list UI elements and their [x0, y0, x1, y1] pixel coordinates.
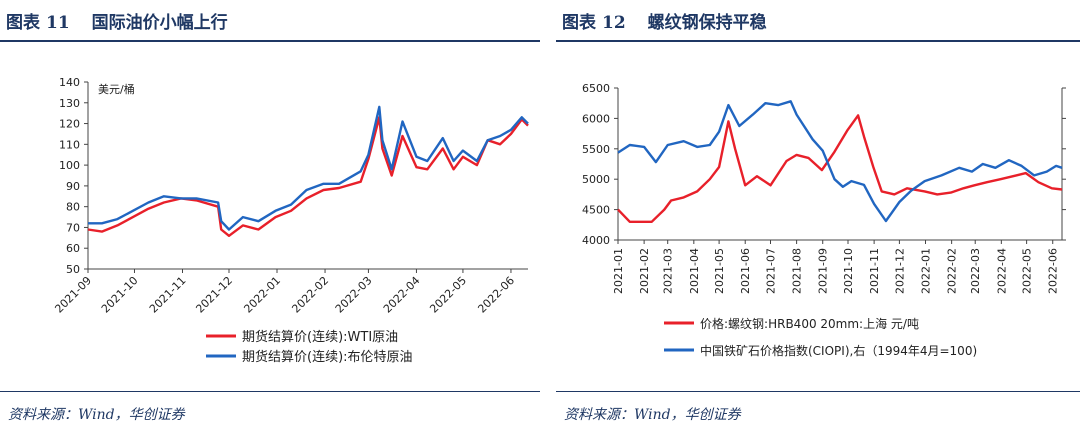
y-tick-label: 100: [59, 159, 80, 172]
legend-label: 价格:螺纹钢:HRB400 20mm:上海 元/吨: [700, 316, 919, 331]
y-tick-label: 6000: [582, 112, 610, 125]
x-tick-label: 2022-02: [946, 248, 959, 294]
x-tick-label: 2022-04: [995, 248, 1008, 294]
series-line-brent: [88, 105, 529, 231]
figure-label: 图表: [562, 13, 596, 33]
y-tick-label: 130: [59, 97, 80, 110]
x-tick-label: 2021-09: [817, 248, 830, 294]
y-tick-label: 120: [59, 118, 80, 131]
y-tick-label: 110: [59, 138, 80, 151]
y-tick-label: 5000: [582, 173, 610, 186]
x-tick-label: 2021-10: [842, 248, 855, 294]
figure-title: 图表 12 螺纹钢保持平稳: [562, 8, 767, 33]
x-tick-label: 2021-06: [739, 248, 752, 294]
legend-label: 中国铁矿石价格指数(CIOPI),右（1994年4月=100): [700, 343, 977, 358]
x-tick-label: 2022-06: [1047, 248, 1060, 294]
y-tick-label: 90: [66, 180, 80, 193]
x-tick-label: 2021-11: [147, 274, 189, 316]
title-divider: [556, 40, 1080, 42]
x-tick-label: 2021-09: [52, 274, 94, 316]
x-tick-label: 2022-05: [1021, 248, 1034, 294]
y-tick-label: 60: [66, 242, 80, 255]
figure-title: 图表 11 国际油价小幅上行: [6, 8, 228, 33]
x-tick-label: 2021-12: [893, 248, 906, 294]
x-tick-label: 2021-04: [688, 248, 701, 294]
legend-label: 期货结算价(连续):WTI原油: [242, 329, 398, 345]
x-tick-label: 2022-02: [289, 274, 331, 316]
figure-number: 11: [46, 13, 70, 33]
y-tick-label: 4000: [582, 234, 610, 247]
y-tick-label: 70: [66, 221, 80, 234]
x-tick-label: 2021-01: [612, 248, 625, 294]
x-tick-label: 2021-03: [662, 248, 675, 294]
figure-number: 12: [602, 13, 626, 33]
x-tick-label: 2021-05: [713, 248, 726, 294]
y-tick-label: 4500: [582, 204, 610, 217]
x-tick-label: 2021-10: [99, 274, 141, 316]
y-tick-label: 50: [66, 263, 80, 276]
x-tick-label: 2021-11: [868, 248, 881, 294]
x-tick-label: 2021-08: [791, 248, 804, 294]
y-tick-label: 80: [66, 201, 80, 214]
y-tick-label: 5500: [582, 143, 610, 156]
figure-title-text: 螺纹钢保持平稳: [647, 13, 767, 33]
x-tick-label: 2022-03: [333, 274, 375, 316]
figure-panel-rebar: 图表 12 螺纹钢保持平稳 4000 4500 5000 5500 6000 6500 2021…: [556, 0, 1080, 440]
title-divider: [0, 40, 540, 42]
x-tick-label: 2021-12: [193, 274, 235, 316]
series-line-rebar: [617, 114, 1063, 224]
figure-panel-oil: 图表 11 国际油价小幅上行 50 60 70 80 90 100 110 120 130 140 20…: [0, 8, 540, 423]
source-divider: [556, 391, 1080, 392]
x-tick-label: 2022-04: [381, 274, 423, 316]
x-tick-label: 2021-07: [764, 248, 777, 294]
x-tick-label: 2021-02: [638, 248, 651, 294]
rebar-iron-ore-chart: 4000 4500 5000 5500 6000 6500 2021-01 2021-02 20…: [582, 82, 1066, 358]
series-line-ciopi: [617, 100, 1063, 223]
figure-label: 图表: [6, 13, 40, 33]
source-note: 资料来源：Wind，华创证券: [564, 407, 741, 423]
figure-title-text: 国际油价小幅上行: [91, 13, 228, 33]
legend-label: 期货结算价(连续):布伦特原油: [242, 349, 413, 365]
x-tick-label: 2022-06: [475, 274, 517, 316]
x-tick-label: 2022-01: [920, 248, 933, 294]
unit-label: 美元/桶: [98, 82, 135, 96]
x-tick-label: 2022-05: [427, 274, 469, 316]
series-line-wti: [87, 116, 529, 238]
y-tick-label: 140: [59, 76, 80, 89]
source-divider: [0, 391, 540, 392]
x-tick-label: 2022-03: [969, 248, 982, 294]
y-tick-label: 6500: [582, 82, 610, 95]
x-tick-label: 2022-01: [241, 274, 283, 316]
source-note: 资料来源：Wind，华创证券: [8, 407, 185, 423]
